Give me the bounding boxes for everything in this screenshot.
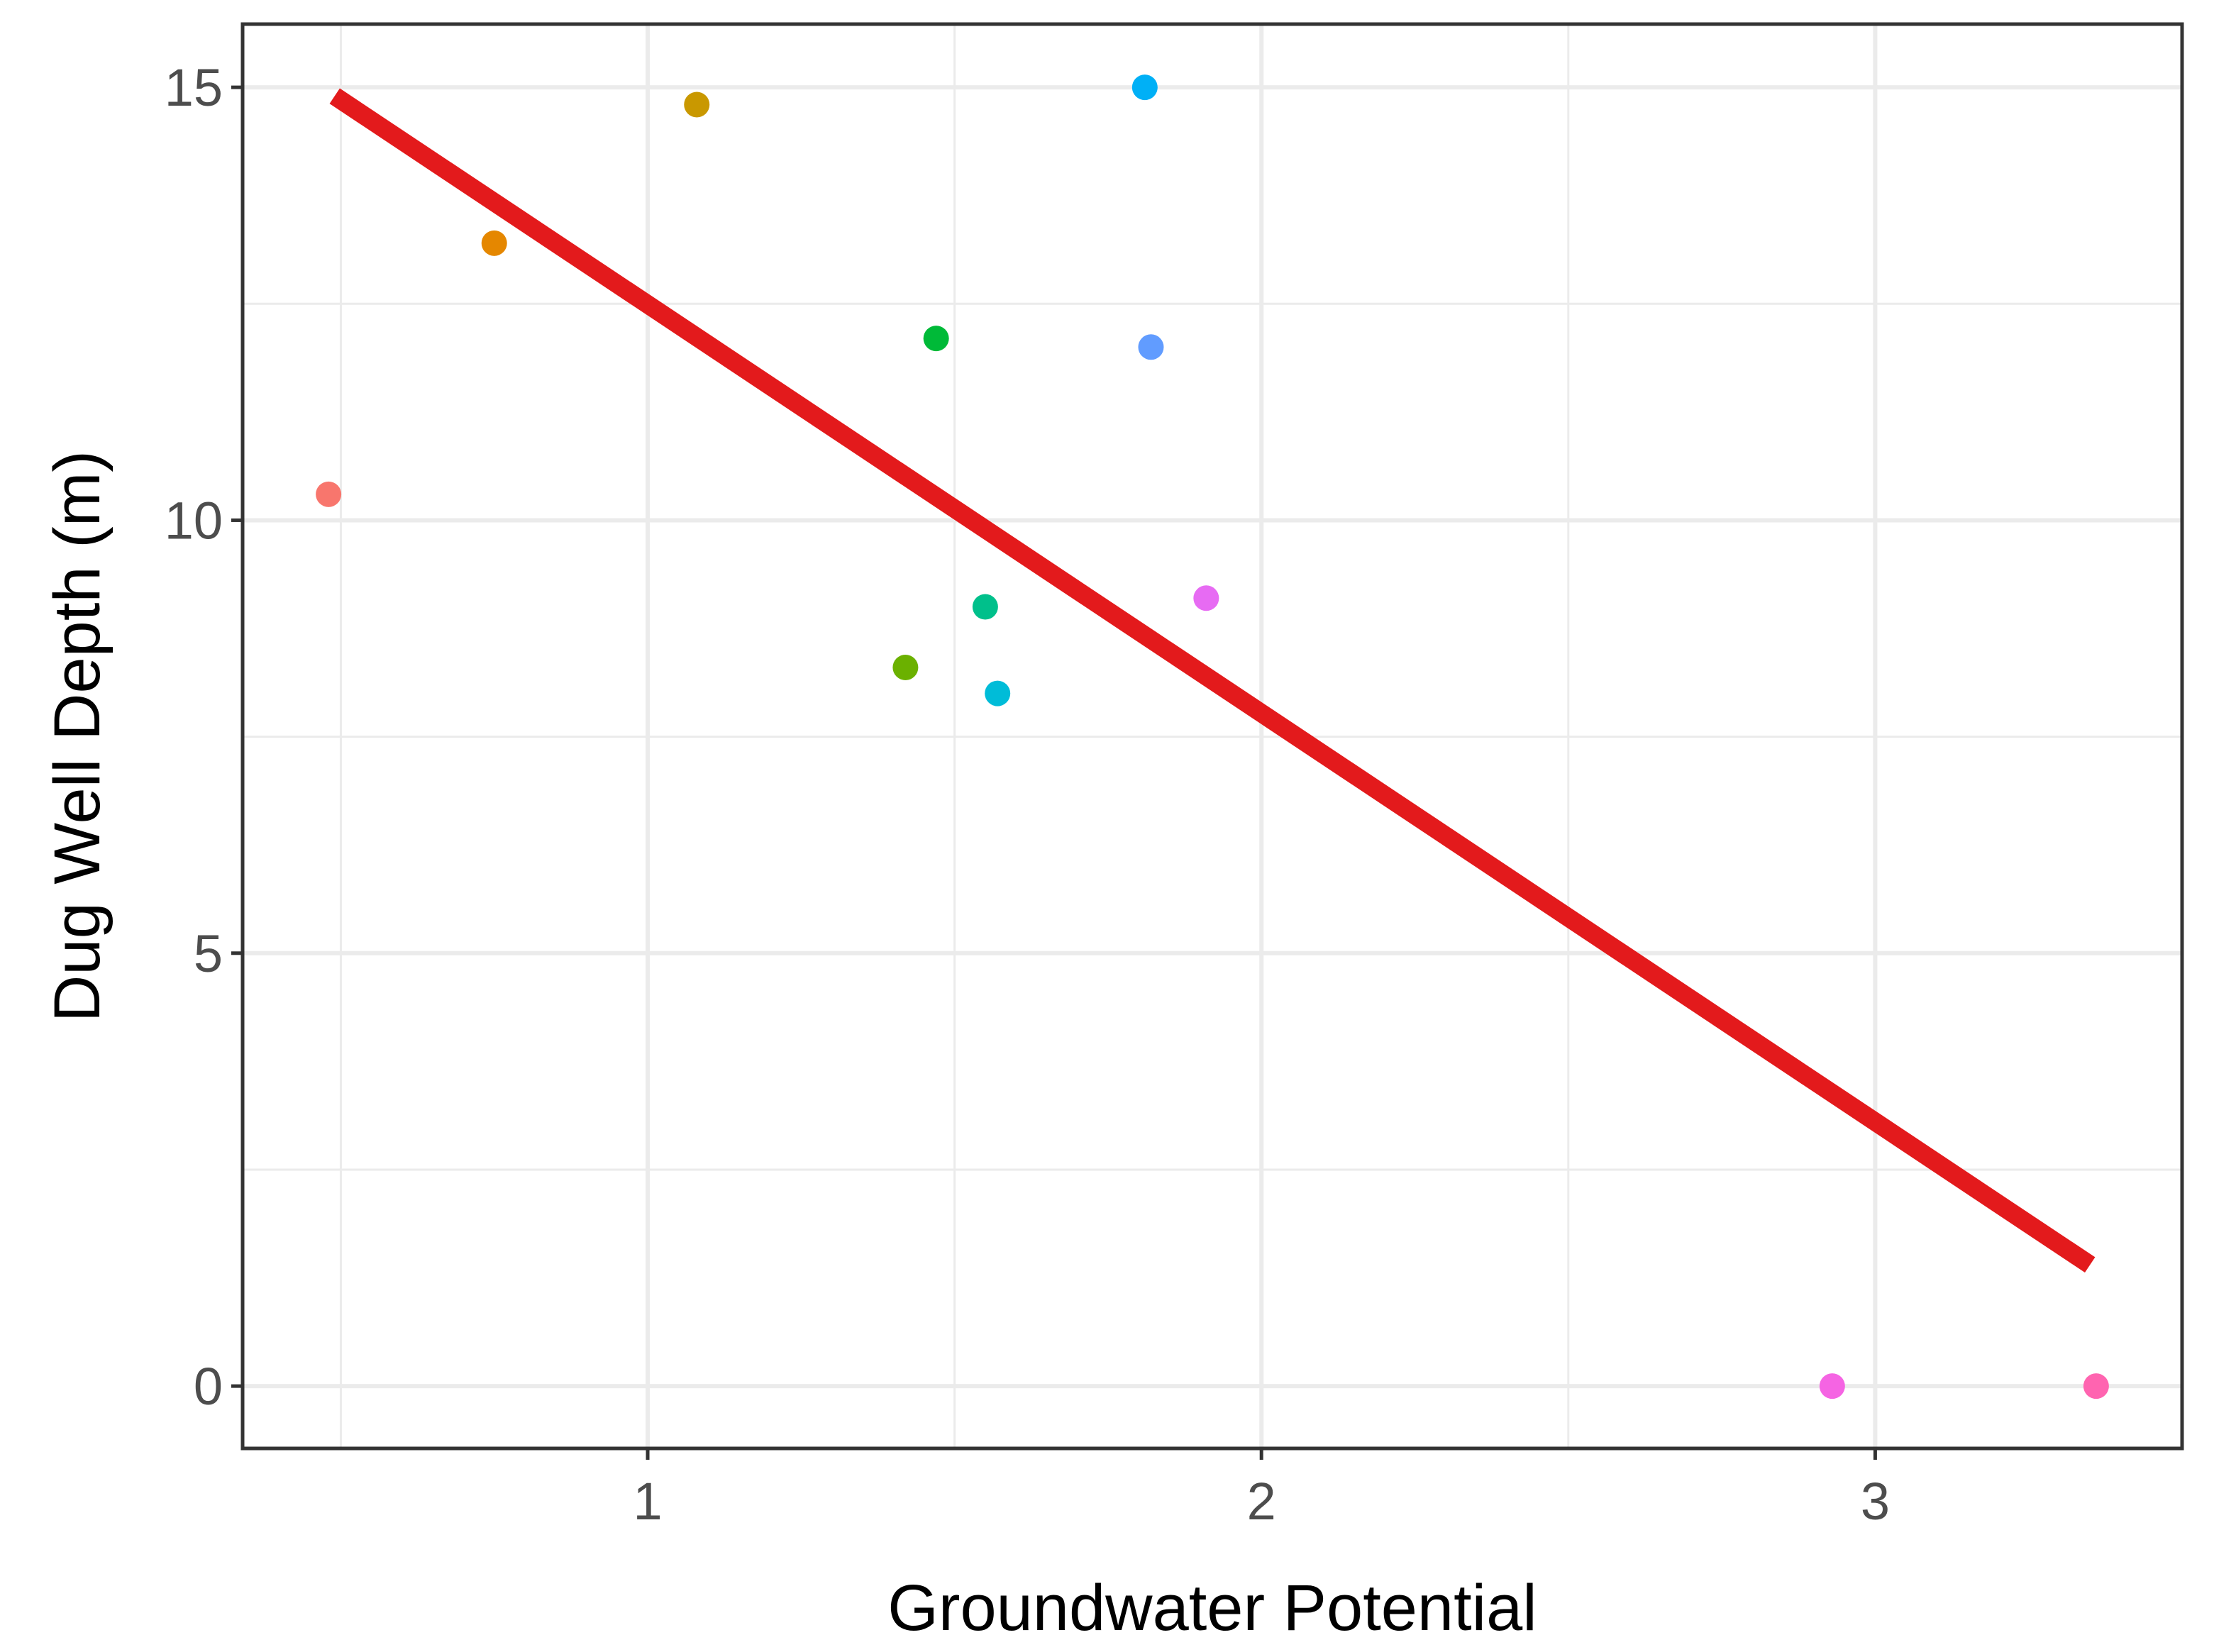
y-tick-label-2: 10 — [165, 491, 223, 550]
data-point-8 — [1138, 334, 1164, 360]
data-point-2 — [684, 92, 710, 118]
data-point-11 — [2083, 1373, 2109, 1399]
x-tick-label-1: 2 — [1247, 1472, 1276, 1531]
x-tick-label-2: 3 — [1861, 1472, 1890, 1531]
data-point-3 — [892, 654, 919, 680]
data-point-9 — [1193, 585, 1219, 611]
regression-line — [329, 88, 2096, 1273]
data-point-5 — [972, 594, 998, 620]
y-axis-title: Dug Well Depth (m) — [41, 450, 114, 1022]
axes: 1 2 3 0 5 10 15 — [165, 58, 1890, 1531]
data-point-7 — [1131, 74, 1158, 101]
data-point-4 — [923, 326, 949, 352]
y-tick-label-0: 0 — [194, 1357, 223, 1416]
x-tick-label-0: 1 — [633, 1472, 662, 1531]
data-point-6 — [985, 680, 1011, 706]
x-axis-title: Groundwater Potential — [887, 1572, 1537, 1644]
grid-lines — [243, 24, 2182, 1448]
data-point-10 — [1819, 1373, 1845, 1399]
panel-border — [240, 22, 2184, 1451]
y-tick-label-3: 15 — [165, 58, 223, 117]
data-points — [316, 74, 2109, 1399]
y-tick-label-1: 5 — [194, 924, 223, 983]
data-point-0 — [316, 481, 342, 507]
data-point-1 — [481, 230, 507, 256]
regression-line-group — [329, 88, 2096, 1273]
